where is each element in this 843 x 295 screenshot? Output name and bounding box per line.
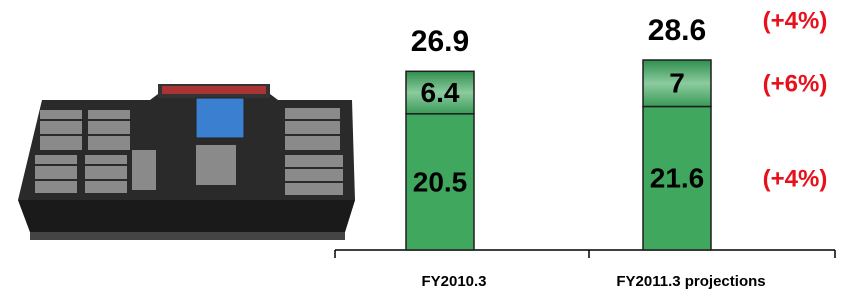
x-tick-label: FY2010.3 [421, 273, 486, 290]
chart: 20.5 6.4 26.9 FY2010.3 21.6 (+4%) 7 (+6%) 28.6 (+… [0, 0, 843, 295]
segment-label: 7 [669, 68, 685, 99]
total-change-label: (+4%) [763, 7, 828, 34]
change-label: (+4%) [763, 166, 828, 193]
segment-label: 21.6 [650, 163, 705, 194]
total-label: 26.9 [411, 25, 469, 58]
segment-label: 20.5 [413, 166, 468, 197]
segment-label: 6.4 [421, 77, 460, 108]
x-tick-label: FY2011.3 projections [616, 273, 765, 290]
mixing-console-image [18, 84, 355, 240]
change-label: (+6%) [763, 71, 828, 98]
total-label: 28.6 [648, 14, 706, 47]
